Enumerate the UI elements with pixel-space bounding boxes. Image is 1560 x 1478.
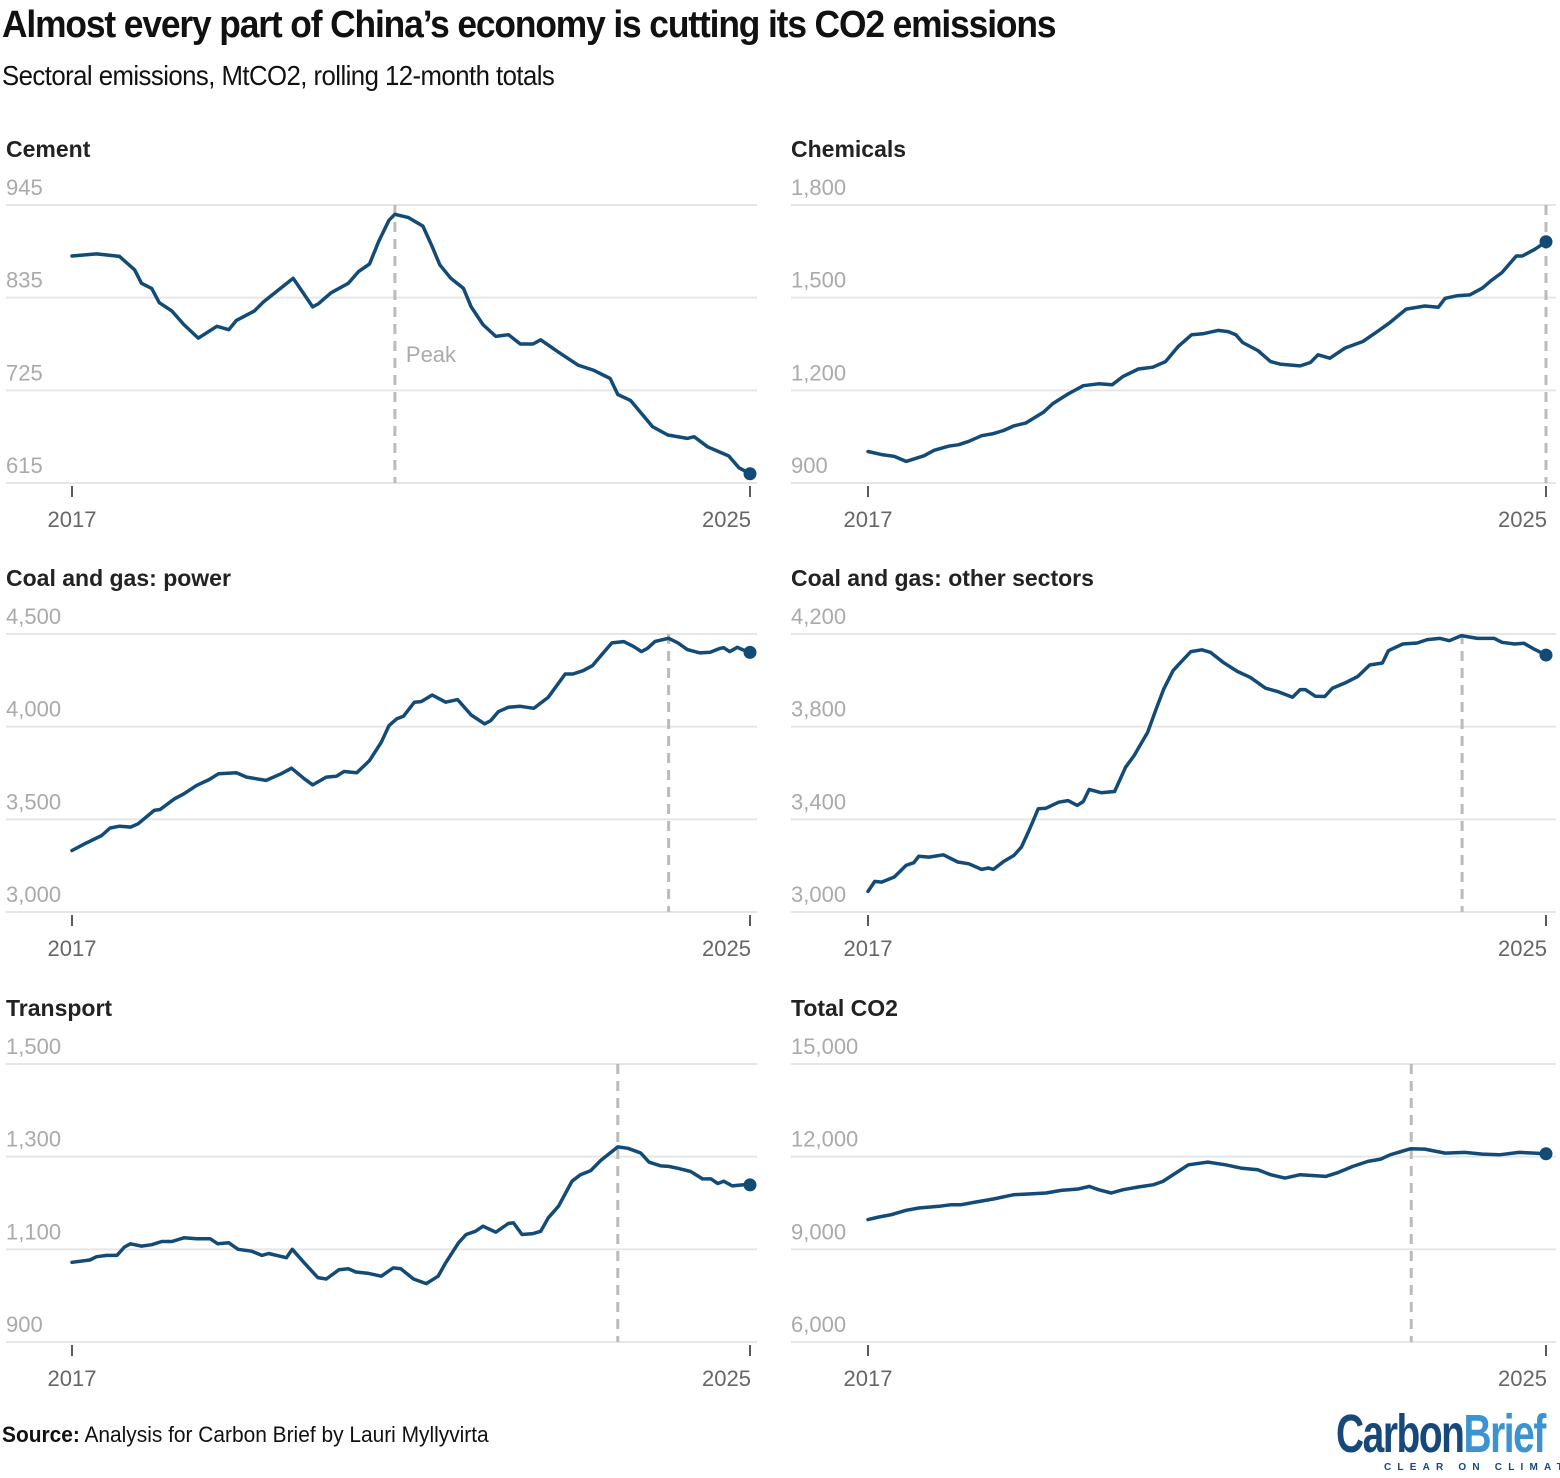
end-point-marker (1539, 235, 1553, 249)
y-tick-label: 1,500 (791, 268, 846, 293)
y-tick-label: 1,200 (791, 360, 846, 385)
y-tick-label: 1,500 (6, 1034, 61, 1059)
chart-subtitle: Sectoral emissions, MtCO2, rolling 12-mo… (2, 60, 555, 91)
end-point-marker (1539, 1147, 1553, 1161)
logo-tagline: CLEAR ON CLIMATE (1384, 1462, 1560, 1473)
y-tick-label: 9,000 (791, 1219, 846, 1244)
series-line (866, 633, 1548, 894)
x-tick-label: 2025 (702, 936, 751, 961)
y-tick-label: 725 (6, 360, 43, 385)
x-tick-label: 2017 (844, 507, 893, 532)
x-tick-label: 2025 (1498, 1366, 1547, 1391)
y-tick-label: 15,000 (791, 1034, 858, 1059)
panel-title: Cement (6, 136, 91, 162)
source-note: Source: Analysis for Carbon Brief by Lau… (2, 1422, 489, 1448)
end-point-marker (743, 1178, 757, 1192)
panel-title: Coal and gas: power (6, 565, 231, 591)
y-tick-label: 4,500 (6, 604, 61, 629)
logo-part2: Brief (1463, 1404, 1546, 1464)
series-line (866, 240, 1548, 464)
x-tick-label: 2025 (702, 1366, 751, 1391)
x-tick-label: 2017 (48, 1366, 97, 1391)
y-tick-label: 1,800 (791, 175, 846, 200)
x-tick-label: 2025 (1498, 507, 1547, 532)
y-tick-label: 3,500 (6, 789, 61, 814)
x-tick-label: 2017 (844, 936, 893, 961)
series-line (70, 636, 752, 853)
y-tick-label: 3,400 (791, 789, 846, 814)
carbon-brief-logo: CarbonBrief CLEAR ON CLIMATE (1336, 1404, 1560, 1476)
series-line (70, 1145, 752, 1286)
y-tick-label: 3,800 (791, 697, 846, 722)
x-tick-label: 2017 (48, 936, 97, 961)
panel-title: Chemicals (791, 136, 906, 162)
x-tick-label: 2025 (702, 507, 751, 532)
y-tick-label: 1,100 (6, 1219, 61, 1244)
end-point-marker (743, 467, 757, 481)
panel-title: Transport (6, 995, 112, 1021)
source-text: Analysis for Carbon Brief by Lauri Mylly… (79, 1422, 489, 1447)
panel-title: Total CO2 (791, 995, 898, 1021)
logo-part1: Carbon (1336, 1404, 1465, 1464)
series-line (70, 212, 752, 476)
y-tick-label: 3,000 (791, 882, 846, 907)
peak-label: Peak (406, 342, 457, 367)
source-label: Source: (2, 1422, 80, 1447)
y-tick-label: 1,300 (6, 1127, 61, 1152)
y-tick-label: 12,000 (791, 1127, 858, 1152)
y-tick-label: 945 (6, 175, 43, 200)
y-tick-label: 6,000 (791, 1312, 846, 1337)
y-tick-label: 3,000 (6, 882, 61, 907)
y-tick-label: 4,200 (791, 604, 846, 629)
y-tick-label: 4,000 (6, 697, 61, 722)
y-tick-label: 615 (6, 453, 43, 478)
end-point-marker (743, 645, 757, 659)
y-tick-label: 900 (6, 1312, 43, 1337)
y-tick-label: 835 (6, 268, 43, 293)
chart-title: Almost every part of China’s economy is … (2, 4, 1057, 46)
series-line (866, 1147, 1548, 1222)
end-point-marker (1539, 648, 1553, 662)
x-tick-label: 2017 (48, 507, 97, 532)
x-tick-label: 2017 (844, 1366, 893, 1391)
panel-title: Coal and gas: other sectors (791, 565, 1094, 591)
y-tick-label: 900 (791, 453, 828, 478)
x-tick-label: 2025 (1498, 936, 1547, 961)
